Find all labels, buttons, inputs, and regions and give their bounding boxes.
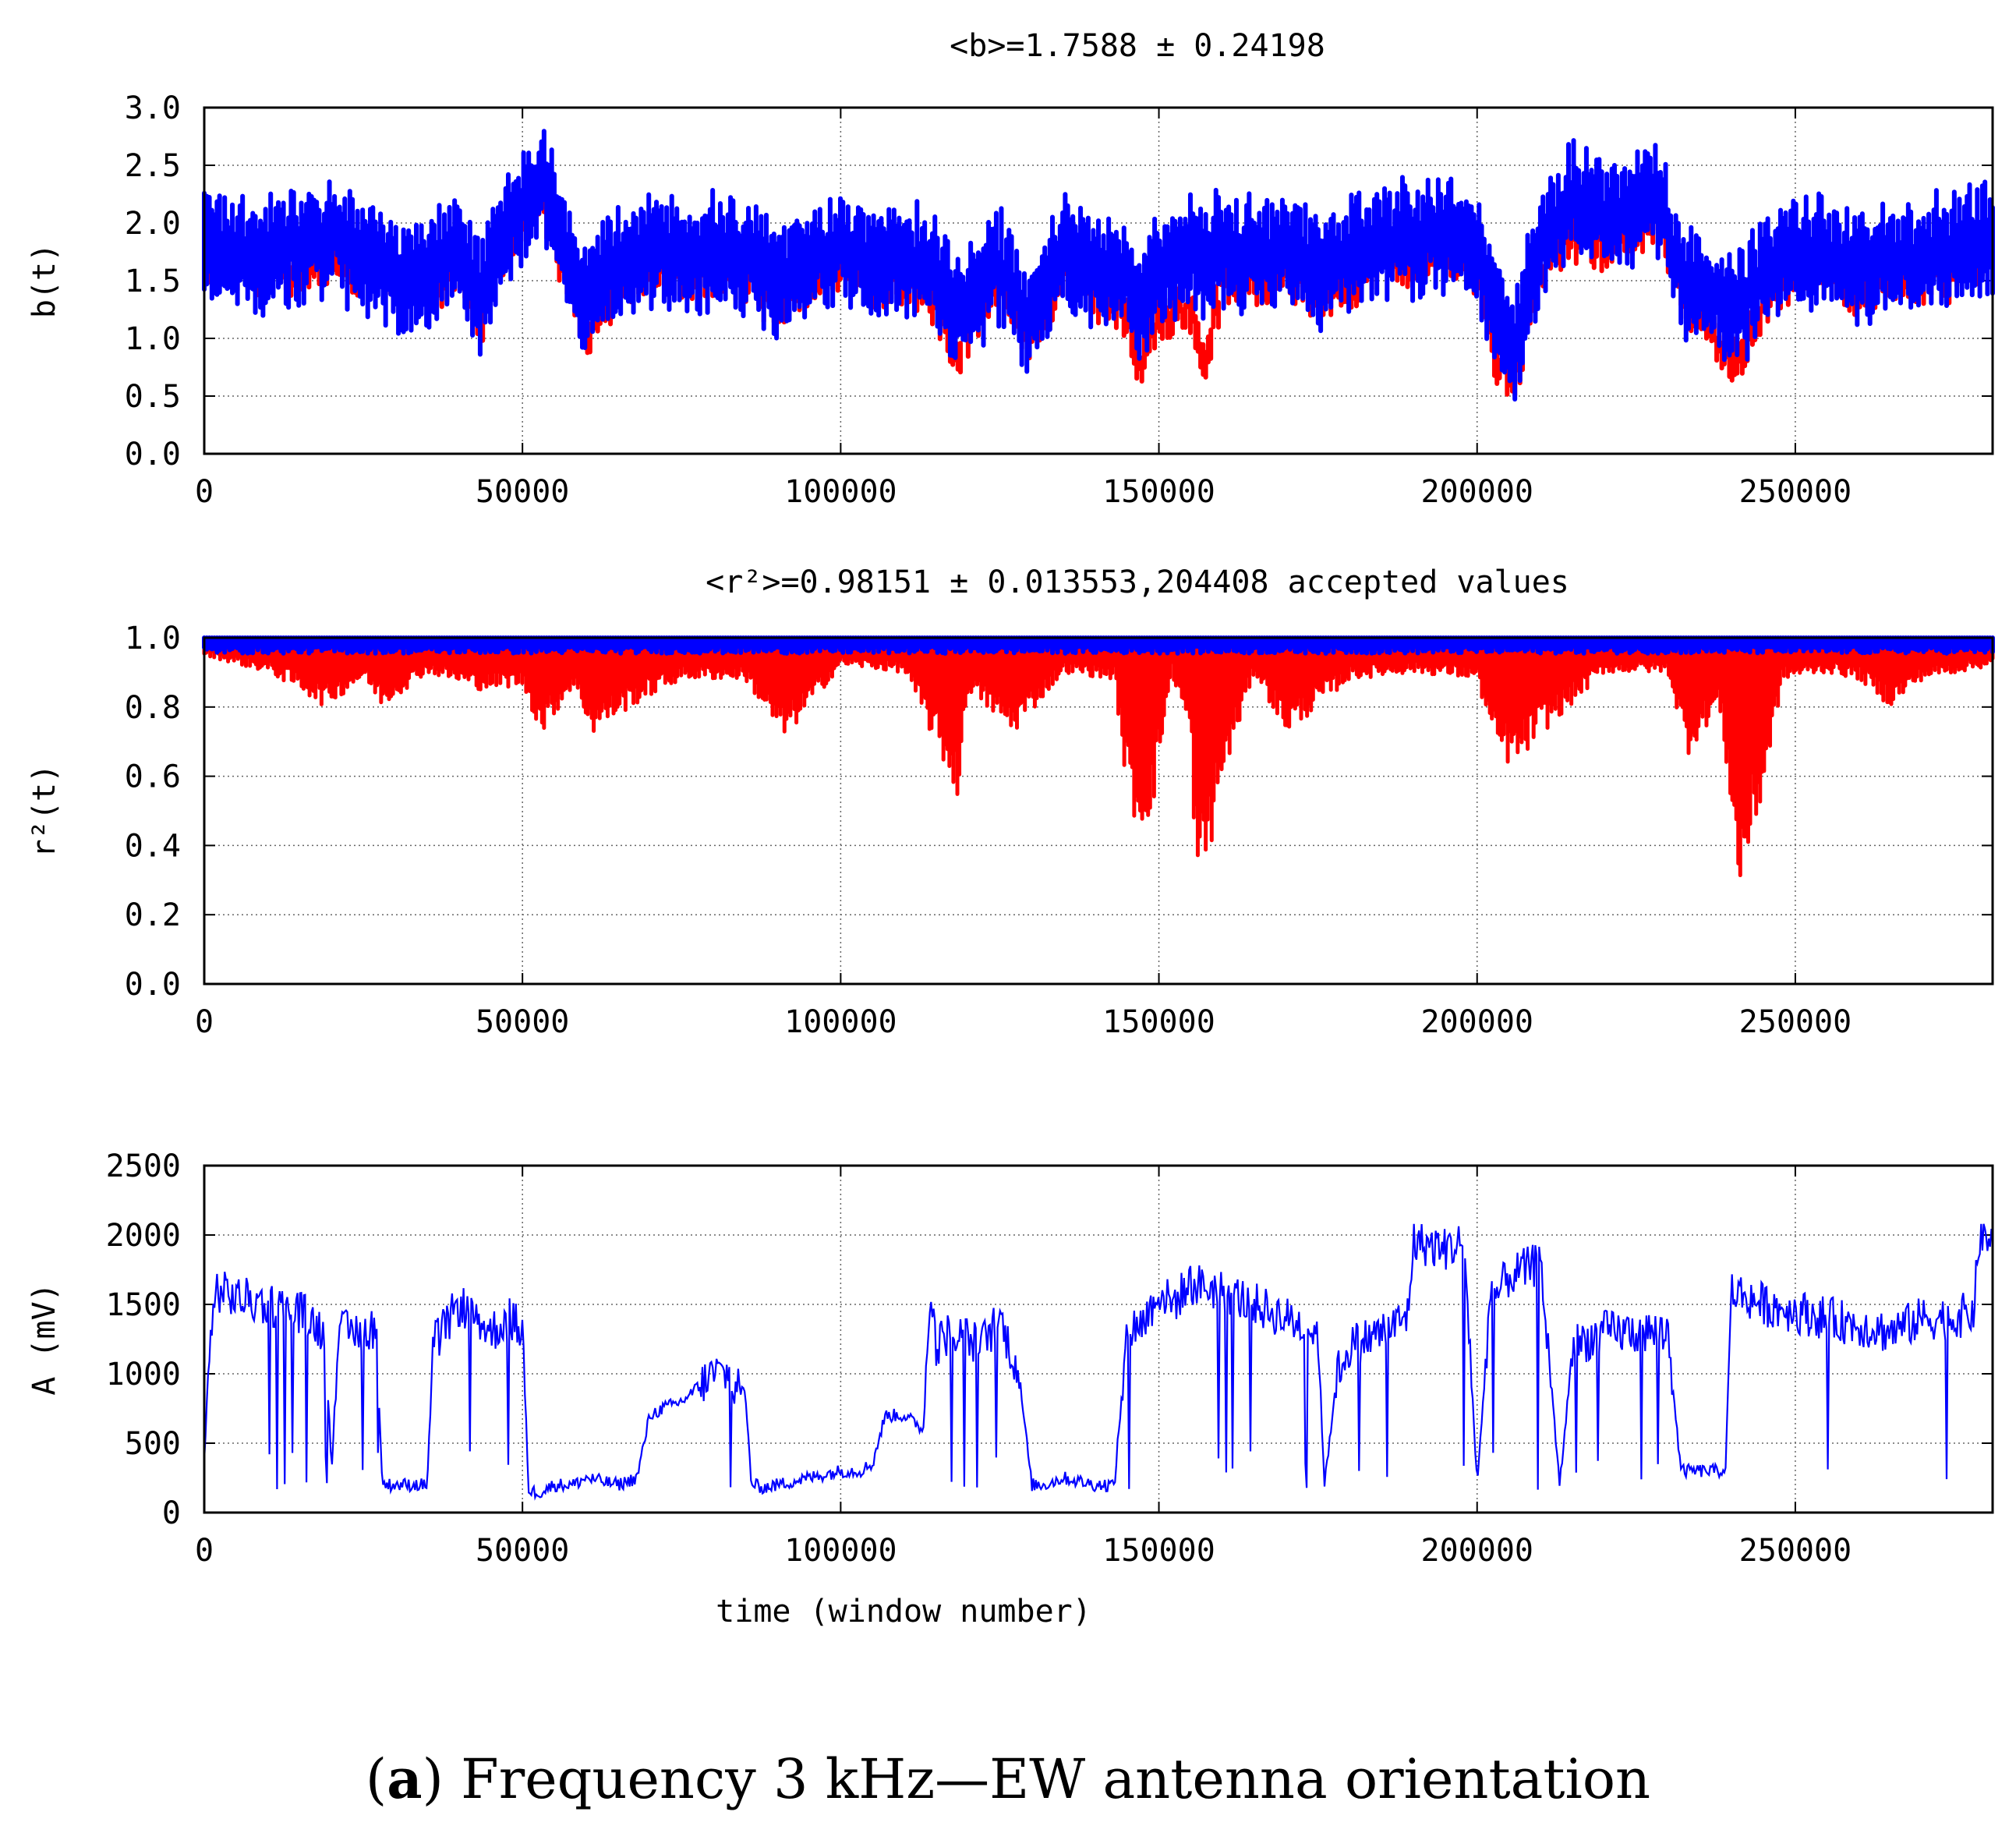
x-tick-label: 200000: [1420, 474, 1533, 510]
series-accepted: [202, 635, 1995, 656]
y-tick-label: 0.8: [125, 690, 181, 726]
y-tick-label: 500: [125, 1426, 181, 1462]
x-tick-label: 100000: [784, 474, 897, 510]
x-tick-label: 0: [195, 1004, 214, 1040]
series-rejected: [202, 639, 1995, 878]
x-tick-label: 100000: [784, 1533, 897, 1569]
x-tick-label: 250000: [1739, 474, 1852, 510]
x-tick-label: 0: [195, 1533, 214, 1569]
x-tick-label: 50000: [476, 1004, 569, 1040]
y-tick-label: 3.0: [125, 90, 181, 126]
y-tick-label: 0.4: [125, 828, 181, 864]
y-tick-label: 0.0: [125, 967, 181, 1003]
y-tick-label: 0.2: [125, 897, 181, 933]
y-tick-label: 0: [162, 1495, 181, 1531]
y-tick-label: 1.0: [125, 321, 181, 357]
figure-caption: (a) Frequency 3 kHz—EW antenna orientati…: [365, 1746, 1651, 1811]
caption-text: Frequency 3 kHz—EW antenna orientation: [461, 1747, 1651, 1811]
y-tick-label: 1.5: [125, 264, 181, 299]
y-axis-label: r²(t): [27, 764, 62, 858]
y-tick-label: 1.0: [125, 621, 181, 656]
x-tick-label: 50000: [476, 1533, 569, 1569]
x-tick-label: 200000: [1420, 1004, 1533, 1040]
x-tick-label: 150000: [1102, 1004, 1215, 1040]
y-tick-label: 1000: [106, 1357, 181, 1393]
plot-frame: [203, 106, 1994, 455]
y-tick-label: 1500: [106, 1287, 181, 1323]
a-panel: 0 50000 100000 150000 200000 250000 0 500 1000 15…: [27, 1148, 1994, 1630]
y-tick-label: 0.0: [125, 437, 181, 472]
x-tick-label: 150000: [1102, 474, 1215, 510]
x-tick-label: 250000: [1739, 1004, 1852, 1040]
series-line-A: [203, 1223, 1993, 1501]
y-tick-label: 2000: [106, 1218, 181, 1254]
b-panel: 0 50000 100000 150000 200000 250000 0.0 0.5 1.0 1…: [27, 28, 1995, 510]
plot-frame: [203, 1164, 1994, 1514]
x-tick-label: 0: [195, 474, 214, 510]
y-tick-label: 2.0: [125, 206, 181, 242]
chart-title: <b>=1.7588 ± 0.24198: [950, 28, 1325, 64]
caption-letter: a: [387, 1746, 423, 1811]
y-axis-label: b(t): [27, 243, 62, 318]
x-tick-label: 250000: [1739, 1533, 1852, 1569]
y-tick-label: 2500: [106, 1148, 181, 1184]
chart-title: <r²>=0.98151 ± 0.013553,204408 accepted …: [706, 564, 1569, 600]
y-axis-label: A (mV): [27, 1283, 62, 1396]
y-tick-label: 0.6: [125, 759, 181, 795]
x-tick-label: 100000: [784, 1004, 897, 1040]
x-tick-label: 200000: [1420, 1533, 1533, 1569]
r2-panel: 0 50000 100000 150000 200000 250000 0.0 0.2 0.4 0…: [27, 564, 1995, 1040]
x-tick-label: 50000: [476, 474, 569, 510]
x-tick-label: 150000: [1102, 1533, 1215, 1569]
x-axis-label: time (window number): [716, 1594, 1091, 1630]
y-tick-label: 2.5: [125, 148, 181, 184]
series-accepted: [202, 129, 1995, 402]
y-tick-label: 0.5: [125, 379, 181, 415]
plot-frame: [203, 636, 1994, 986]
